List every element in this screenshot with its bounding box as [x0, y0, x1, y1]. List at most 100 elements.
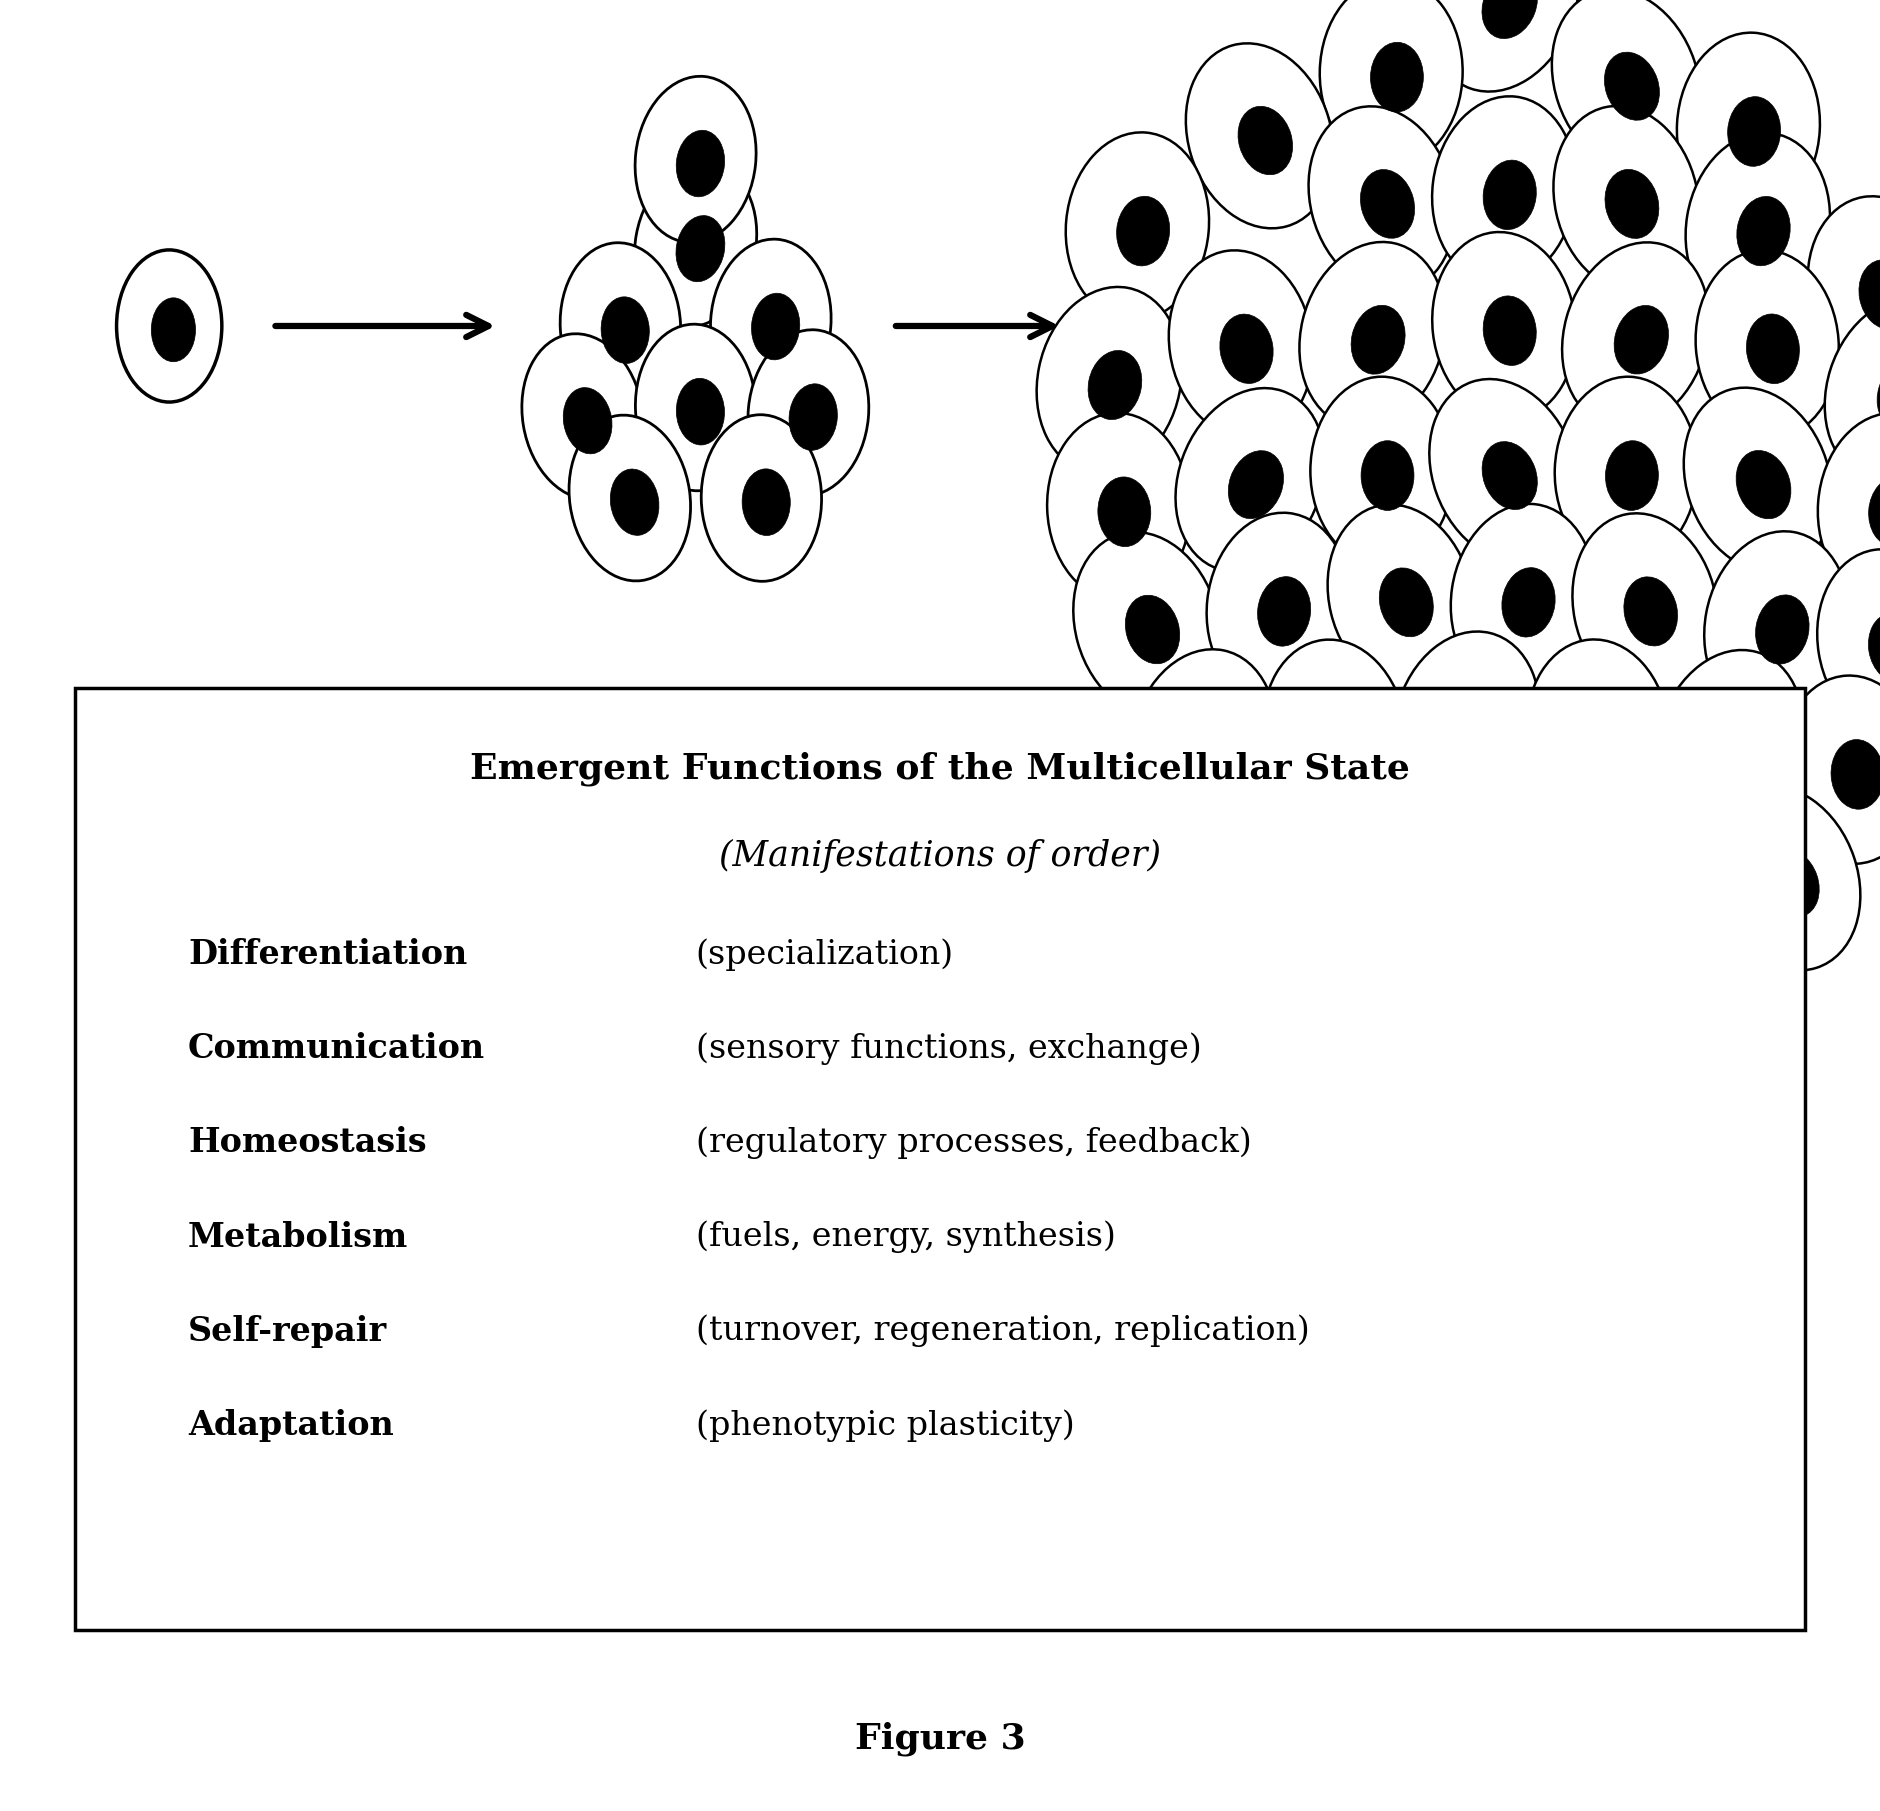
- Ellipse shape: [1361, 440, 1414, 511]
- Ellipse shape: [1446, 940, 1500, 1007]
- Ellipse shape: [1553, 107, 1700, 292]
- Ellipse shape: [1327, 505, 1474, 690]
- Ellipse shape: [1481, 0, 1538, 38]
- Ellipse shape: [635, 324, 756, 491]
- Ellipse shape: [1705, 531, 1848, 719]
- Ellipse shape: [1393, 632, 1540, 817]
- Ellipse shape: [1615, 306, 1669, 375]
- Text: (phenotypic plasticity): (phenotypic plasticity): [696, 1409, 1073, 1442]
- Ellipse shape: [1562, 243, 1709, 427]
- Ellipse shape: [677, 378, 724, 446]
- Ellipse shape: [1876, 360, 1880, 427]
- Text: Adaptation: Adaptation: [188, 1409, 393, 1442]
- Text: (sensory functions, exchange): (sensory functions, exchange): [696, 1032, 1201, 1065]
- Ellipse shape: [1220, 313, 1273, 384]
- Ellipse shape: [1169, 250, 1312, 438]
- Ellipse shape: [1709, 714, 1763, 781]
- Ellipse shape: [1551, 0, 1701, 174]
- Ellipse shape: [1352, 306, 1404, 375]
- Text: Differentiation: Differentiation: [188, 938, 468, 971]
- Ellipse shape: [1066, 132, 1209, 321]
- Ellipse shape: [1624, 578, 1677, 647]
- Ellipse shape: [634, 161, 758, 328]
- Ellipse shape: [1183, 714, 1235, 782]
- Ellipse shape: [1483, 159, 1536, 230]
- Ellipse shape: [1606, 170, 1658, 239]
- Ellipse shape: [1314, 938, 1367, 1009]
- Ellipse shape: [1831, 739, 1880, 810]
- Ellipse shape: [1656, 650, 1803, 835]
- Ellipse shape: [1186, 43, 1333, 228]
- Ellipse shape: [1448, 759, 1598, 944]
- Ellipse shape: [1634, 829, 1686, 900]
- Ellipse shape: [1299, 243, 1446, 427]
- Ellipse shape: [1818, 549, 1880, 737]
- Ellipse shape: [1126, 596, 1181, 665]
- Ellipse shape: [1696, 250, 1839, 438]
- Ellipse shape: [1527, 884, 1669, 1072]
- Ellipse shape: [1527, 639, 1669, 828]
- Ellipse shape: [1433, 232, 1575, 420]
- Ellipse shape: [1604, 53, 1660, 120]
- Ellipse shape: [1825, 297, 1880, 482]
- Ellipse shape: [1320, 0, 1463, 167]
- Ellipse shape: [1308, 107, 1455, 292]
- Ellipse shape: [560, 243, 681, 409]
- Text: Metabolism: Metabolism: [188, 1221, 408, 1253]
- Ellipse shape: [1098, 476, 1151, 547]
- Ellipse shape: [1483, 295, 1536, 366]
- Ellipse shape: [1175, 388, 1325, 572]
- Ellipse shape: [611, 469, 658, 536]
- Ellipse shape: [1555, 377, 1698, 565]
- Ellipse shape: [1780, 676, 1880, 864]
- Ellipse shape: [1371, 820, 1423, 891]
- Ellipse shape: [1481, 442, 1538, 509]
- Ellipse shape: [677, 216, 726, 283]
- Bar: [75, 688, 1805, 1630]
- Ellipse shape: [1228, 451, 1284, 518]
- Ellipse shape: [1263, 875, 1406, 1063]
- Ellipse shape: [1047, 413, 1190, 601]
- Ellipse shape: [1239, 107, 1293, 174]
- Ellipse shape: [752, 293, 799, 360]
- Ellipse shape: [1818, 413, 1880, 601]
- Ellipse shape: [1089, 351, 1141, 420]
- Ellipse shape: [635, 76, 756, 243]
- Ellipse shape: [677, 130, 724, 197]
- Text: (Manifestations of order): (Manifestations of order): [718, 838, 1162, 873]
- Text: (turnover, regeneration, replication): (turnover, regeneration, replication): [696, 1315, 1308, 1347]
- Ellipse shape: [1572, 513, 1718, 701]
- Ellipse shape: [1130, 650, 1277, 835]
- Ellipse shape: [1117, 196, 1169, 266]
- Ellipse shape: [1446, 695, 1498, 764]
- Ellipse shape: [1577, 947, 1630, 1018]
- Ellipse shape: [1310, 377, 1453, 565]
- Ellipse shape: [1380, 569, 1433, 637]
- Ellipse shape: [790, 384, 837, 451]
- Ellipse shape: [602, 297, 649, 364]
- Ellipse shape: [1393, 877, 1540, 1061]
- Ellipse shape: [1809, 196, 1880, 384]
- Ellipse shape: [1429, 378, 1579, 563]
- Ellipse shape: [1184, 768, 1335, 953]
- Ellipse shape: [1361, 170, 1414, 239]
- Ellipse shape: [1577, 703, 1630, 773]
- Ellipse shape: [1036, 286, 1183, 474]
- Ellipse shape: [1709, 949, 1762, 1018]
- Text: Figure 3: Figure 3: [855, 1720, 1025, 1757]
- Ellipse shape: [748, 330, 869, 496]
- Text: Self-repair: Self-repair: [188, 1315, 387, 1347]
- Ellipse shape: [1583, 766, 1726, 954]
- Ellipse shape: [1869, 612, 1880, 683]
- Ellipse shape: [743, 469, 790, 536]
- Ellipse shape: [1711, 786, 1861, 971]
- Ellipse shape: [1371, 42, 1423, 112]
- Text: (regulatory processes, feedback): (regulatory processes, feedback): [696, 1126, 1252, 1159]
- Ellipse shape: [1207, 513, 1350, 701]
- Ellipse shape: [1677, 33, 1820, 221]
- Text: Emergent Functions of the Multicellular State: Emergent Functions of the Multicellular …: [470, 752, 1410, 786]
- Ellipse shape: [1728, 96, 1780, 167]
- Ellipse shape: [564, 388, 613, 455]
- Ellipse shape: [150, 297, 196, 362]
- Ellipse shape: [701, 415, 822, 581]
